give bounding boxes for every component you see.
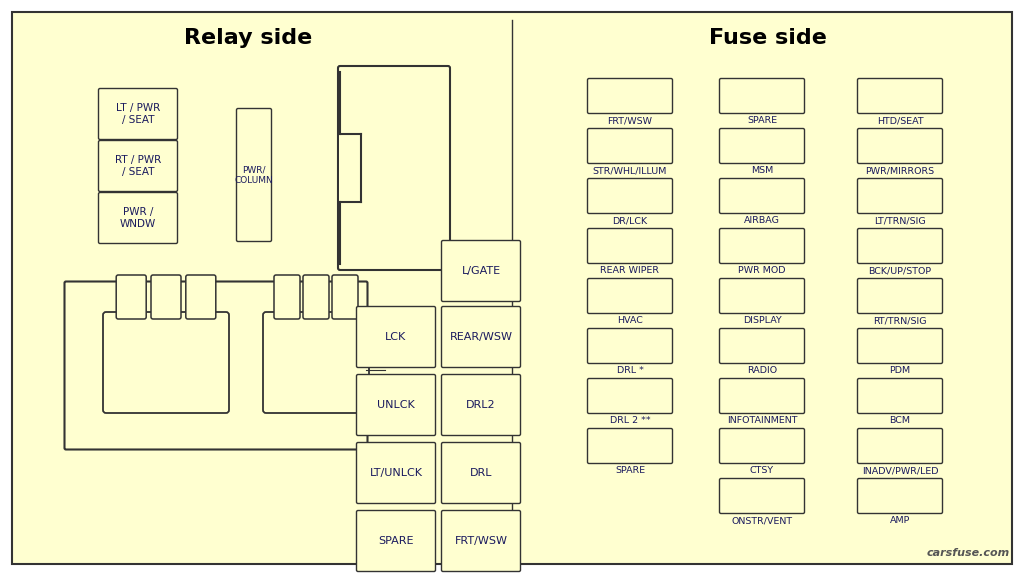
Text: PWR/MIRRORS: PWR/MIRRORS: [865, 166, 935, 175]
Text: DISPLAY: DISPLAY: [742, 316, 781, 325]
FancyBboxPatch shape: [857, 429, 942, 464]
Text: HVAC: HVAC: [617, 316, 643, 325]
Text: DRL 2 **: DRL 2 **: [609, 416, 650, 425]
FancyBboxPatch shape: [857, 328, 942, 363]
FancyBboxPatch shape: [588, 229, 673, 263]
Text: RT/TRN/SIG: RT/TRN/SIG: [873, 316, 927, 325]
Text: ONSTR/VENT: ONSTR/VENT: [731, 516, 793, 525]
FancyBboxPatch shape: [263, 312, 369, 413]
FancyBboxPatch shape: [151, 275, 181, 319]
FancyBboxPatch shape: [720, 78, 805, 113]
FancyBboxPatch shape: [303, 275, 329, 319]
Text: BCM: BCM: [890, 416, 910, 425]
Text: SPARE: SPARE: [615, 466, 645, 475]
FancyBboxPatch shape: [857, 279, 942, 313]
FancyBboxPatch shape: [441, 241, 520, 301]
Text: LCK: LCK: [385, 332, 407, 342]
Text: INFOTAINMENT: INFOTAINMENT: [727, 416, 798, 425]
FancyBboxPatch shape: [65, 282, 368, 449]
FancyBboxPatch shape: [720, 479, 805, 513]
FancyBboxPatch shape: [441, 306, 520, 367]
FancyBboxPatch shape: [98, 141, 177, 191]
FancyBboxPatch shape: [116, 275, 146, 319]
Text: SPARE: SPARE: [746, 116, 777, 125]
FancyBboxPatch shape: [857, 179, 942, 214]
FancyBboxPatch shape: [588, 78, 673, 113]
Text: FRT/WSW: FRT/WSW: [607, 116, 652, 125]
Text: STR/WHL/ILLUM: STR/WHL/ILLUM: [593, 166, 668, 175]
FancyBboxPatch shape: [720, 128, 805, 164]
FancyBboxPatch shape: [237, 108, 271, 241]
Text: BCK/UP/STOP: BCK/UP/STOP: [868, 266, 932, 275]
FancyBboxPatch shape: [356, 306, 435, 367]
FancyBboxPatch shape: [185, 275, 216, 319]
Text: LT/UNLCK: LT/UNLCK: [370, 468, 423, 478]
FancyBboxPatch shape: [588, 429, 673, 464]
FancyBboxPatch shape: [441, 442, 520, 503]
FancyBboxPatch shape: [720, 279, 805, 313]
FancyBboxPatch shape: [857, 229, 942, 263]
Text: UNLCK: UNLCK: [377, 400, 415, 410]
FancyBboxPatch shape: [857, 378, 942, 414]
FancyBboxPatch shape: [857, 128, 942, 164]
Text: CTSY: CTSY: [750, 466, 774, 475]
Text: DR/LCK: DR/LCK: [612, 216, 647, 225]
FancyBboxPatch shape: [720, 328, 805, 363]
Text: HTD/SEAT: HTD/SEAT: [877, 116, 924, 125]
FancyBboxPatch shape: [857, 78, 942, 113]
FancyBboxPatch shape: [356, 442, 435, 503]
Text: PWR/
COLUMN: PWR/ COLUMN: [234, 165, 273, 185]
Text: Relay side: Relay side: [184, 28, 312, 48]
FancyBboxPatch shape: [720, 229, 805, 263]
Text: PWR MOD: PWR MOD: [738, 266, 785, 275]
FancyBboxPatch shape: [588, 128, 673, 164]
Text: RT / PWR
/ SEAT: RT / PWR / SEAT: [115, 155, 161, 177]
Text: REAR WIPER: REAR WIPER: [600, 266, 659, 275]
FancyBboxPatch shape: [332, 275, 358, 319]
FancyBboxPatch shape: [720, 179, 805, 214]
FancyBboxPatch shape: [274, 275, 300, 319]
FancyBboxPatch shape: [588, 328, 673, 363]
Text: INADV/PWR/LED: INADV/PWR/LED: [862, 466, 938, 475]
Text: PDM: PDM: [890, 366, 910, 375]
Text: RADIO: RADIO: [746, 366, 777, 375]
FancyBboxPatch shape: [441, 374, 520, 435]
FancyBboxPatch shape: [857, 479, 942, 513]
Text: MSM: MSM: [751, 166, 773, 175]
Text: LT / PWR
/ SEAT: LT / PWR / SEAT: [116, 103, 160, 125]
Text: PWR /
WNDW: PWR / WNDW: [120, 207, 156, 229]
Text: SPARE: SPARE: [378, 536, 414, 546]
FancyBboxPatch shape: [356, 510, 435, 571]
Text: DRL *: DRL *: [616, 366, 643, 375]
FancyBboxPatch shape: [356, 374, 435, 435]
Text: DRL: DRL: [470, 468, 493, 478]
FancyBboxPatch shape: [103, 312, 229, 413]
Text: REAR/WSW: REAR/WSW: [450, 332, 512, 342]
Text: DRL2: DRL2: [466, 400, 496, 410]
FancyBboxPatch shape: [98, 89, 177, 139]
FancyBboxPatch shape: [588, 179, 673, 214]
FancyBboxPatch shape: [441, 510, 520, 571]
Text: FRT/WSW: FRT/WSW: [455, 536, 508, 546]
FancyBboxPatch shape: [98, 192, 177, 244]
FancyBboxPatch shape: [720, 429, 805, 464]
Bar: [339, 134, 361, 202]
Text: L/GATE: L/GATE: [462, 266, 501, 276]
FancyBboxPatch shape: [588, 279, 673, 313]
Text: Fuse side: Fuse side: [709, 28, 827, 48]
Text: AIRBAG: AIRBAG: [744, 216, 780, 225]
FancyBboxPatch shape: [720, 378, 805, 414]
Text: AMP: AMP: [890, 516, 910, 525]
FancyBboxPatch shape: [588, 378, 673, 414]
Text: carsfuse.com: carsfuse.com: [927, 548, 1010, 558]
Text: LT/TRN/SIG: LT/TRN/SIG: [874, 216, 926, 225]
FancyBboxPatch shape: [338, 66, 450, 270]
